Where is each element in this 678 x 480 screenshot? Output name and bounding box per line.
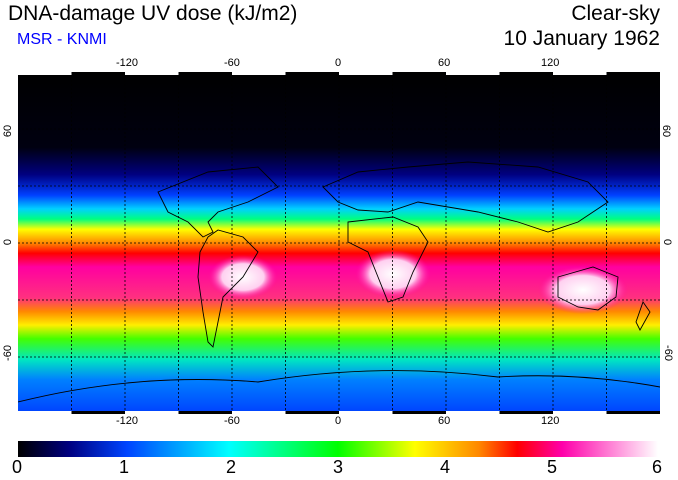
colorbar-label: 3 [333, 457, 344, 477]
uv-colorbar [18, 441, 658, 457]
border-block [499, 72, 553, 75]
lon-tick-top: 120 [541, 57, 560, 69]
border-block [606, 72, 660, 75]
lon-tick-top: 60 [438, 57, 451, 69]
lat-tick-right: -60 [661, 345, 674, 361]
lat-tick-right: 60 [660, 124, 673, 138]
lon-tick-top: -120 [116, 57, 139, 69]
border-block [392, 411, 446, 414]
colorbar-label: 0 [12, 457, 23, 477]
coastlines [17, 161, 661, 403]
border-block [285, 411, 339, 414]
colorbar-svg [18, 441, 658, 457]
border-block [125, 411, 179, 414]
border-block [606, 411, 660, 414]
border-block [446, 72, 500, 75]
lon-tick-top: 0 [335, 57, 342, 69]
map-source: MSR - KNMI [17, 31, 107, 48]
border-block [71, 411, 125, 414]
border-block [285, 72, 339, 75]
border-block [18, 411, 72, 414]
lon-tick-bottom: 0 [335, 415, 342, 427]
map-title: DNA-damage UV dose (kJ/m2) [8, 2, 298, 25]
graticule [18, 72, 660, 414]
border-block [71, 72, 125, 75]
border-block [392, 72, 446, 75]
product-label: Clear-sky [571, 2, 660, 25]
border-block [499, 411, 553, 414]
border-block [178, 411, 232, 414]
lon-tick-top: -60 [224, 57, 240, 69]
colorbar-label: 6 [652, 457, 663, 477]
border-block [178, 72, 232, 75]
uv-hotspot [538, 266, 628, 314]
lon-tick-bottom: -120 [116, 415, 139, 427]
lon-tick-bottom: -60 [224, 415, 240, 427]
border-block [232, 411, 286, 414]
colorbar-label: 5 [547, 457, 558, 477]
lat-tick-right: 0 [661, 238, 674, 246]
border-block [553, 72, 607, 75]
border-ticks [18, 72, 660, 414]
border-block [18, 72, 72, 75]
colorbar-gradient [18, 441, 658, 457]
border-block [446, 411, 500, 414]
colorbar-label: 4 [440, 457, 451, 477]
uv-hotspot [355, 250, 431, 298]
lat-tick-left: 60 [2, 124, 15, 138]
uv-dose-map [17, 72, 661, 414]
date-label: 10 January 1962 [503, 27, 660, 50]
colorbar-label: 2 [226, 457, 237, 477]
lat-tick-left: 0 [2, 238, 15, 246]
border-block [339, 72, 393, 75]
border-block [232, 72, 286, 75]
border-block [553, 411, 607, 414]
colorbar-label: 1 [119, 457, 130, 477]
lon-tick-bottom: 60 [438, 415, 451, 427]
lat-tick-left: -60 [1, 345, 14, 361]
border-block [339, 411, 393, 414]
uv-map-svg [17, 72, 661, 414]
border-block [125, 72, 179, 75]
lon-tick-bottom: 120 [541, 415, 560, 427]
